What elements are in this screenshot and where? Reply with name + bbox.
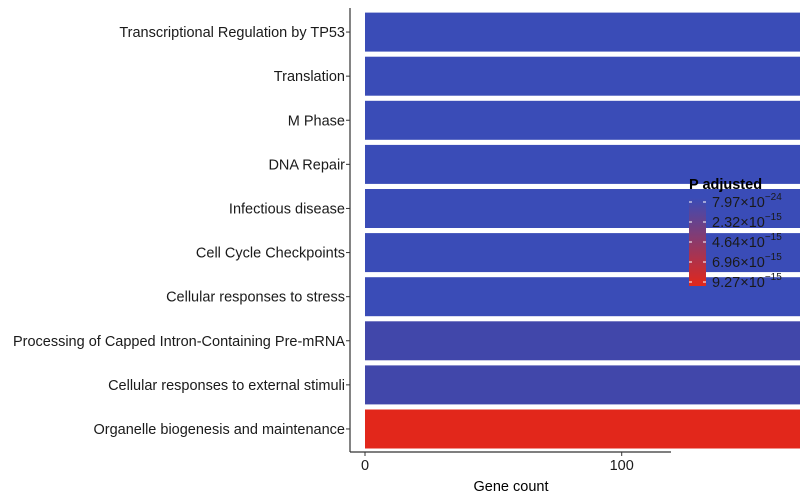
- x-tick-label: 0: [361, 458, 369, 474]
- category-label: Cellular responses to external stimuli: [108, 378, 345, 394]
- bar-5: [365, 233, 800, 273]
- legend-exponent: −15: [765, 272, 782, 283]
- legend-times: ×: [740, 255, 748, 271]
- bar-9: [365, 409, 800, 449]
- bar-4: [365, 189, 800, 228]
- legend-exponent: −15: [765, 212, 782, 223]
- legend-mantissa: 2.32: [712, 215, 740, 231]
- category-label: Processing of Capped Intron-Containing P…: [13, 334, 345, 350]
- category-label: DNA Repair: [268, 157, 345, 173]
- category-label: M Phase: [288, 113, 345, 129]
- legend-base: 10: [749, 275, 765, 291]
- category-labels: Transcriptional Regulation by TP53 Transl…: [13, 25, 350, 438]
- category-label: Organelle biogenesis and maintenance: [93, 422, 345, 438]
- x-axis-title: Gene count: [474, 479, 549, 495]
- bar-0: [365, 12, 800, 52]
- legend-mantissa: 7.97: [712, 195, 740, 211]
- bar-2: [365, 100, 800, 140]
- bar-8: [365, 365, 800, 405]
- legend-base: 10: [749, 215, 765, 231]
- legend-times: ×: [740, 235, 748, 251]
- bars-group: [365, 12, 800, 449]
- legend-label: 4.64×10−15: [712, 232, 782, 251]
- legend-label: 7.97×10−24: [712, 192, 782, 211]
- x-tick-label: 100: [610, 458, 634, 474]
- legend-mantissa: 6.96: [712, 255, 740, 271]
- bar-1: [365, 56, 800, 96]
- legend-title: P adjusted: [689, 177, 762, 193]
- legend-label: 9.27×10−15: [712, 272, 782, 291]
- x-axis: 0100200300400: [349, 8, 671, 474]
- category-label: Cell Cycle Checkpoints: [196, 246, 345, 262]
- category-label: Transcriptional Regulation by TP53: [119, 25, 345, 41]
- legend-times: ×: [740, 275, 748, 291]
- legend-exponent: −15: [765, 252, 782, 263]
- bar-6: [365, 277, 800, 317]
- legend-mantissa: 9.27: [712, 275, 740, 291]
- bar-7: [365, 321, 800, 361]
- color-legend: P adjusted 7.97×10−242.32×10−154.64×10−1…: [689, 177, 782, 291]
- legend-mantissa: 4.64: [712, 235, 740, 251]
- legend-label: 6.96×10−15: [712, 252, 782, 271]
- legend-base: 10: [749, 235, 765, 251]
- bar-3: [365, 144, 800, 184]
- category-label: Infectious disease: [229, 201, 345, 217]
- legend-base: 10: [749, 255, 765, 271]
- category-label: Translation: [274, 69, 345, 85]
- legend-exponent: −15: [765, 232, 782, 243]
- legend-labels: 7.97×10−242.32×10−154.64×10−156.96×10−15…: [712, 192, 782, 291]
- legend-colorbar: [689, 198, 706, 286]
- legend-times: ×: [740, 195, 748, 211]
- legend-ticks: [689, 201, 706, 283]
- category-label: Cellular responses to stress: [166, 290, 345, 306]
- legend-base: 10: [749, 195, 765, 211]
- legend-times: ×: [740, 215, 748, 231]
- legend-label: 2.32×10−15: [712, 212, 782, 231]
- legend-exponent: −24: [765, 192, 782, 203]
